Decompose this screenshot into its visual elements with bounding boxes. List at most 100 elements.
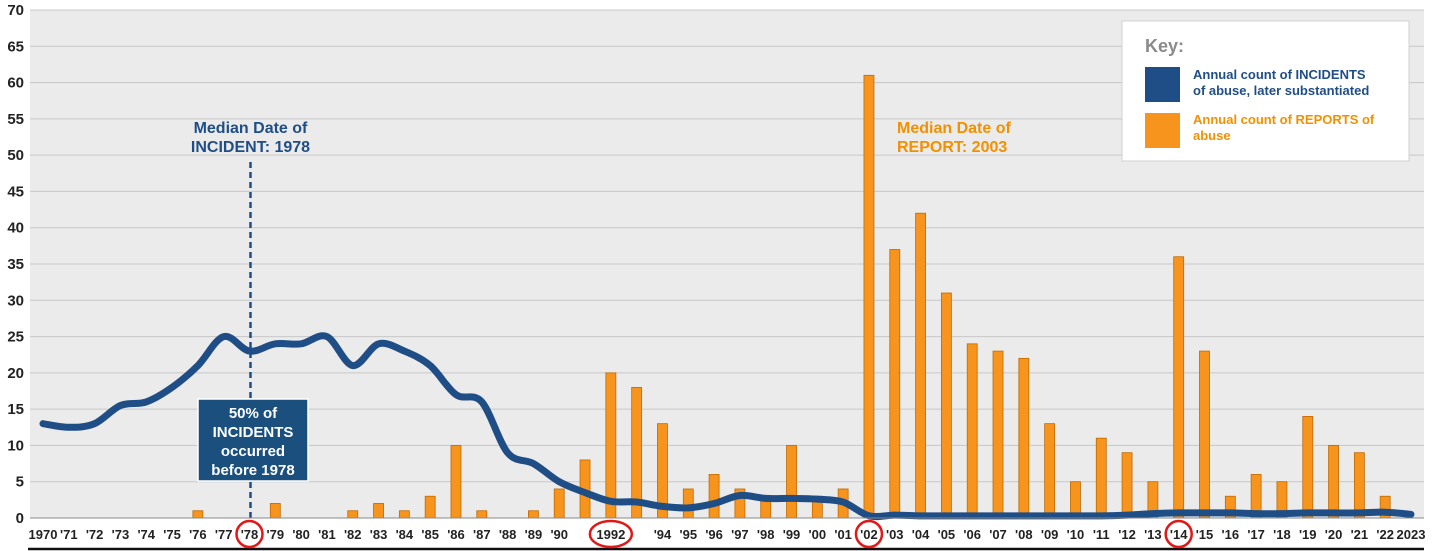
median-report-label-line1: Median Date of	[897, 120, 1011, 137]
x-tick-label: '95	[680, 527, 698, 542]
x-tick-label: '85	[421, 527, 439, 542]
y-tick-label: 65	[7, 38, 24, 55]
x-tick-label: '03	[886, 527, 904, 542]
report-bar	[1095, 437, 1107, 519]
report-bar	[528, 510, 539, 519]
legend: Key: Annual count of INCIDENTS of abuse,…	[1121, 20, 1410, 162]
x-tick-label: '99	[783, 527, 801, 542]
report-bar	[682, 488, 694, 519]
report-bar	[1302, 415, 1314, 519]
legend-incidents-line1: Annual count of INCIDENTS	[1193, 67, 1366, 82]
report-bar	[940, 292, 952, 519]
y-tick-label: 25	[7, 329, 24, 346]
report-bar	[373, 503, 384, 519]
x-tick-label: 1992	[596, 527, 625, 542]
x-tick-label: '75	[163, 527, 181, 542]
y-tick-label: 30	[7, 292, 24, 309]
highlight-circle	[1164, 519, 1193, 549]
x-tick-label: '98	[757, 527, 775, 542]
report-bar	[192, 510, 204, 519]
legend-swatch-reports	[1145, 113, 1180, 148]
y-tick-label: 60	[7, 75, 24, 92]
y-tick-label: 15	[7, 401, 24, 418]
report-bar	[915, 212, 926, 519]
x-tick-label: '16	[1222, 527, 1240, 542]
x-tick-label: '82	[344, 527, 362, 542]
median-report-label-line2: REPORT: 2003	[897, 139, 1007, 156]
y-tick-label: 0	[16, 510, 24, 527]
y-tick-label: 20	[7, 365, 24, 382]
x-tick-label: '17	[1247, 527, 1265, 542]
x-tick-label: '06	[963, 527, 981, 542]
report-bar	[708, 474, 720, 519]
x-tick-label: '88	[499, 527, 517, 542]
x-tick-label: '89	[525, 527, 543, 542]
report-bar	[476, 510, 488, 519]
legend-reports-line2: abuse	[1193, 128, 1231, 143]
y-tick-label: 35	[7, 256, 24, 273]
report-bar	[398, 510, 410, 519]
report-bar	[889, 249, 901, 519]
report-bar	[450, 445, 462, 519]
report-bar	[347, 510, 359, 519]
y-tick-label: 10	[7, 437, 24, 454]
y-tick-label: 55	[7, 111, 24, 128]
x-tick-label: '72	[86, 527, 104, 542]
y-tick-label: 5	[16, 474, 24, 491]
incident-line	[39, 332, 1415, 521]
report-bar	[1328, 445, 1339, 519]
report-bar	[1018, 357, 1030, 519]
x-tick-label: '18	[1273, 527, 1291, 542]
x-tick-label: '04	[912, 527, 930, 542]
x-tick-label: '74	[137, 527, 155, 542]
x-tick-label: '19	[1299, 527, 1317, 542]
x-tick-label: '05	[938, 527, 956, 542]
x-tick-label: '12	[1118, 527, 1136, 542]
x-tick-label: '78	[241, 527, 259, 542]
report-bar	[424, 495, 436, 519]
report-bar	[1044, 423, 1056, 519]
x-tick-label: '80	[292, 527, 310, 542]
median-incident-label-line2: INCIDENT: 1978	[191, 139, 310, 156]
x-tick-label: '86	[447, 527, 465, 542]
x-tick-label: '81	[318, 527, 336, 542]
x-tick-label: '10	[1067, 527, 1085, 542]
legend-reports-line1: Annual count of REPORTS of	[1193, 112, 1375, 127]
x-tick-label: '15	[1196, 527, 1214, 542]
x-tick-label: '79	[267, 527, 285, 542]
y-tick-label: 45	[7, 183, 24, 200]
x-tick-label: '96	[705, 527, 723, 542]
legend-swatch-incidents	[1145, 67, 1180, 102]
x-tick-label: '11	[1093, 527, 1110, 542]
report-bar	[786, 445, 797, 519]
highlight-circle	[235, 519, 264, 549]
fifty-percent-box: 50% of INCIDENTS occurred before 1978	[197, 398, 309, 482]
x-tick-label: '76	[189, 527, 207, 542]
x-tick-label: '20	[1325, 527, 1343, 542]
x-tick-label: '08	[1015, 527, 1033, 542]
report-bar	[966, 343, 978, 519]
median-incident-label-line1: Median Date of	[194, 120, 308, 137]
x-tick-label: '07	[989, 527, 1007, 542]
box-line-2: INCIDENTS	[213, 424, 294, 441]
report-bar	[1173, 256, 1185, 519]
x-tick-label: '09	[1041, 527, 1059, 542]
x-tick-label: '71	[60, 527, 78, 542]
y-axis-tick-labels: 0 5 10 15 20 25 30 35 40 45 50 55 60 65 70	[7, 2, 24, 527]
y-tick-label: 70	[7, 2, 24, 19]
report-bar	[1121, 452, 1133, 519]
x-tick-label: '77	[215, 527, 233, 542]
x-tick-label: '94	[654, 527, 672, 542]
y-tick-label: 40	[7, 220, 24, 237]
report-bar	[992, 350, 1004, 519]
x-tick-label: '90	[550, 527, 568, 542]
x-tick-label: '21	[1351, 527, 1369, 542]
x-tick-label: '73	[112, 527, 130, 542]
x-tick-label: '84	[396, 527, 414, 542]
report-bar	[863, 74, 875, 519]
legend-incidents-line2: of abuse, later substantiated	[1193, 83, 1369, 98]
x-tick-label: '02	[860, 527, 878, 542]
x-tick-label: '22	[1376, 527, 1394, 542]
report-bar	[1353, 452, 1365, 519]
